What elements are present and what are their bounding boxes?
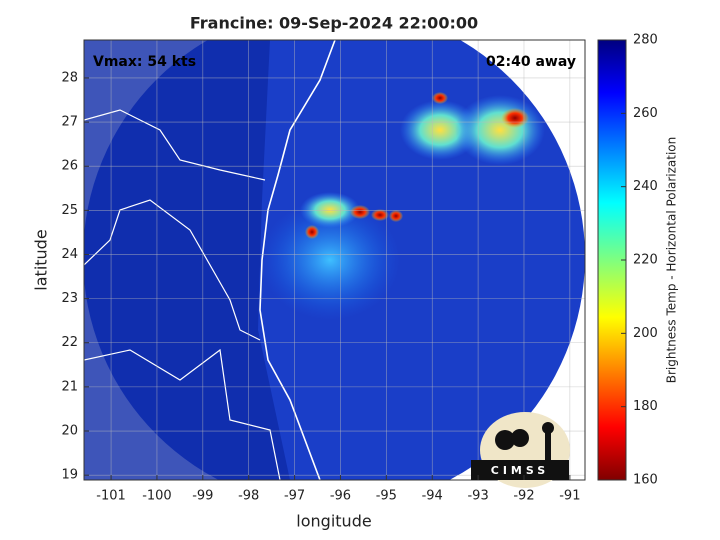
- y-tick-label: 25: [61, 203, 78, 218]
- x-tick-label: -98: [238, 489, 259, 504]
- colorbar-tick-label: 240: [633, 179, 658, 194]
- colorbar-tick-label: 200: [633, 326, 658, 341]
- y-tick-label: 23: [61, 291, 78, 306]
- annotation: Vmax: 54 kts: [93, 54, 196, 70]
- x-tick-label: -96: [330, 489, 351, 504]
- annotation: 02:40 away: [486, 54, 576, 70]
- x-tick-label: -91: [559, 489, 580, 504]
- x-tick-label: -92: [513, 489, 534, 504]
- y-tick-label: 22: [61, 335, 78, 350]
- y-tick-label: 24: [61, 247, 78, 262]
- x-tick-label: -100: [142, 489, 172, 504]
- x-tick-label: -93: [467, 489, 488, 504]
- colorbar-tick-label: 160: [633, 473, 658, 488]
- colorbar-tick-label: 260: [633, 106, 658, 121]
- y-axis-label: latitude: [32, 229, 51, 290]
- x-tick-label: -94: [422, 489, 443, 504]
- x-tick-label: -99: [192, 489, 213, 504]
- colorbar-tick-label: 180: [633, 399, 658, 414]
- logo-text: CIMSS: [491, 464, 549, 477]
- colorbar-label: Brightness Temp - Horizontal Polarizatio…: [665, 137, 679, 384]
- y-tick-label: 19: [61, 468, 78, 483]
- x-tick-label: -101: [96, 489, 126, 504]
- x-tick-label: -95: [376, 489, 397, 504]
- x-axis-label: longitude: [296, 512, 371, 531]
- y-tick-label: 20: [61, 424, 78, 439]
- y-tick-label: 26: [61, 159, 78, 174]
- logo: [471, 412, 570, 488]
- y-tick-label: 28: [61, 70, 78, 85]
- chart-title: Francine: 09-Sep-2024 22:00:00: [190, 14, 478, 33]
- satellite-image: [84, 40, 585, 480]
- colorbar-tick-label: 280: [633, 33, 658, 48]
- y-tick-label: 27: [61, 115, 78, 130]
- x-tick-label: -97: [284, 489, 305, 504]
- colorbar-tick-label: 220: [633, 253, 658, 268]
- y-tick-label: 21: [61, 379, 78, 394]
- plot-frame: [83, 39, 586, 481]
